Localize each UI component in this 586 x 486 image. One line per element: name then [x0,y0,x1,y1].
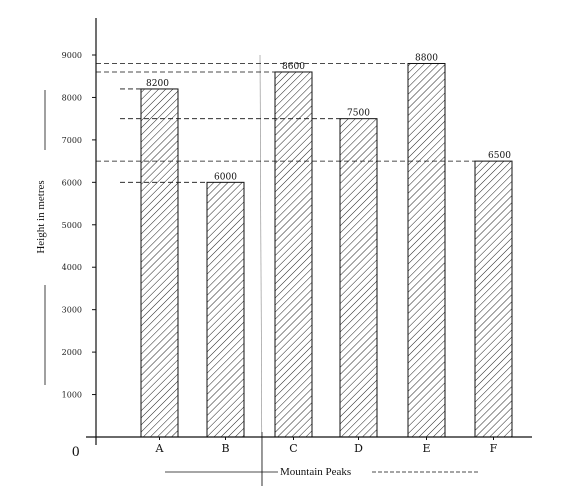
bar-value-label: 8600 [282,62,305,72]
bar [274,71,313,438]
y-tick-label: 6000 [62,178,82,187]
data-labels: 8200 6000 8600 7500 8800 6500 [146,53,511,182]
x-category-label: C [289,442,297,455]
bar [474,160,513,438]
bar-value-label: 8800 [415,53,438,63]
y-tick-label: 4000 [62,263,82,272]
y-tick-label: 2000 [62,348,82,357]
x-axis-title: Mountain Peaks [280,466,351,478]
y-tick-label: 9000 [62,51,82,60]
x-category-label: A [155,442,165,455]
bar-value-label: 6500 [488,151,511,161]
y-tick-label: 7000 [62,136,82,145]
bar [407,62,446,438]
y-axis-ticks: 1000 2000 3000 4000 5000 6000 7000 8000 9000 [62,51,96,400]
category-labels: A B C D E F [155,437,498,455]
bar-value-label: 8200 [146,79,169,89]
bar [339,118,378,438]
x-category-label: F [490,442,498,455]
origin-label: 0 [72,444,80,460]
x-category-label: E [422,442,430,455]
y-axis-title: Height in metres [35,180,47,253]
y-tick-label: 1000 [62,391,82,400]
bar-value-label: 7500 [347,109,370,119]
x-category-label: B [221,442,229,455]
y-tick-label: 8000 [62,93,82,102]
x-category-label: D [354,442,363,455]
bar [140,88,179,438]
y-tick-label: 3000 [62,306,82,315]
scan-guide-line [259,54,263,486]
y-tick-label: 5000 [62,221,82,230]
bar-value-label: 6000 [214,172,237,182]
bars [140,62,513,438]
bar [206,181,245,438]
